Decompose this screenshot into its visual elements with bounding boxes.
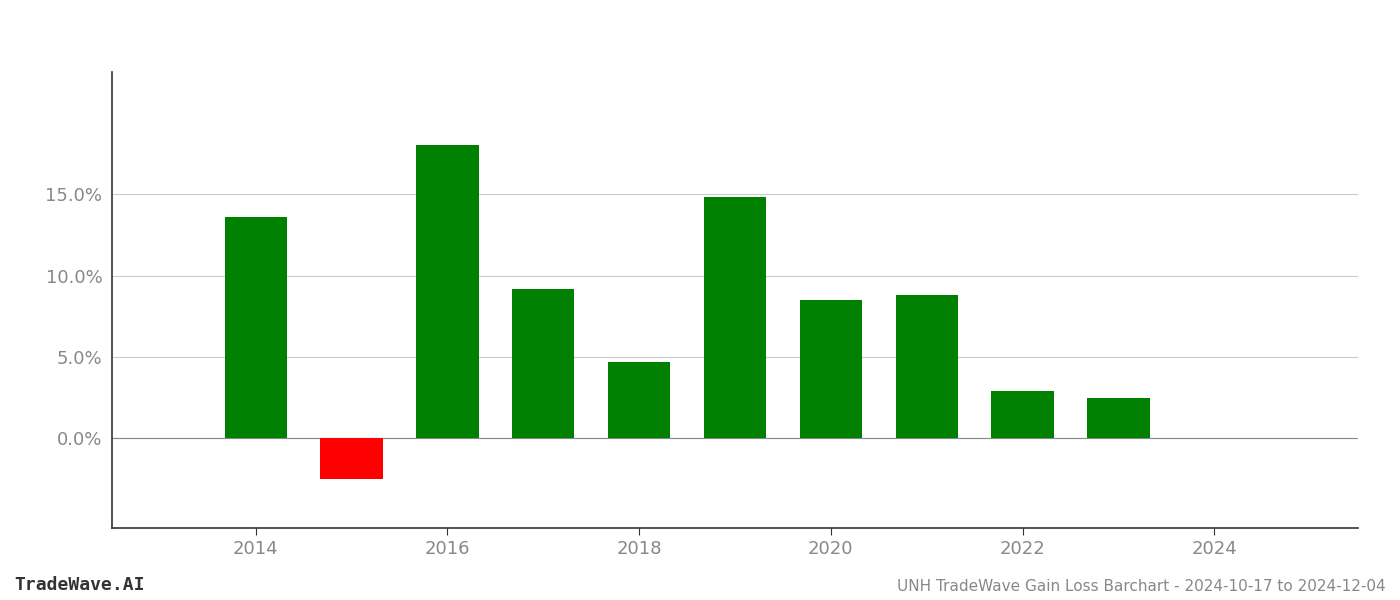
Bar — [608, 362, 671, 439]
Bar — [704, 197, 766, 439]
Text: TradeWave.AI: TradeWave.AI — [14, 576, 144, 594]
Text: UNH TradeWave Gain Loss Barchart - 2024-10-17 to 2024-12-04: UNH TradeWave Gain Loss Barchart - 2024-… — [897, 579, 1386, 594]
Bar — [896, 295, 958, 439]
Bar — [1088, 398, 1149, 439]
Bar — [416, 145, 479, 439]
Bar — [799, 300, 862, 439]
Bar — [991, 391, 1054, 439]
Bar — [224, 217, 287, 439]
Bar — [321, 439, 382, 479]
Bar — [512, 289, 574, 439]
